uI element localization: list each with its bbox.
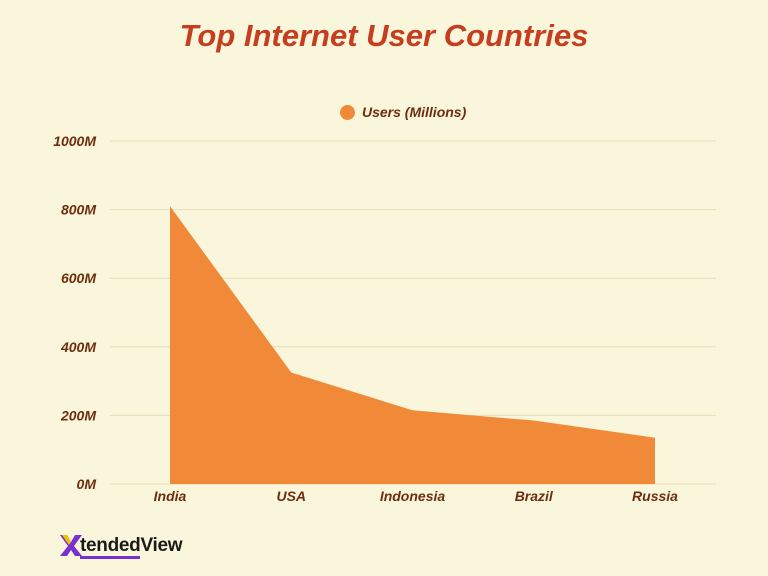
chart-title: Top Internet User Countries <box>179 18 589 53</box>
y-tick-label: 800M <box>61 202 96 218</box>
y-tick-label: 1000M <box>53 133 96 149</box>
x-tick-label: Brazil <box>515 488 554 504</box>
area-users <box>170 206 655 485</box>
xtendedview-logo-text: tendedView <box>80 535 183 559</box>
x-tick-label: India <box>154 488 187 504</box>
x-tick-label: Russia <box>632 488 678 504</box>
x-tick-label: USA <box>276 488 306 504</box>
legend: Users (Millions) <box>340 104 466 120</box>
y-tick-label: 200M <box>60 407 96 423</box>
y-axis-ticks: 0M 200M 400M 600M 800M 1000M <box>53 133 96 492</box>
y-tick-label: 400M <box>60 339 96 355</box>
legend-swatch <box>340 104 355 120</box>
area-series <box>169 206 656 485</box>
x-axis-ticks: India USA Indonesia Brazil Russia <box>154 488 678 504</box>
y-tick-label: 600M <box>61 270 96 286</box>
xtendedview-logo: tendedView <box>58 530 183 559</box>
legend-label: Users (Millions) <box>362 104 467 120</box>
x-tick-label: Indonesia <box>380 488 446 504</box>
y-tick-label: 0M <box>77 476 97 492</box>
xtendedview-logo-mark <box>58 532 82 556</box>
